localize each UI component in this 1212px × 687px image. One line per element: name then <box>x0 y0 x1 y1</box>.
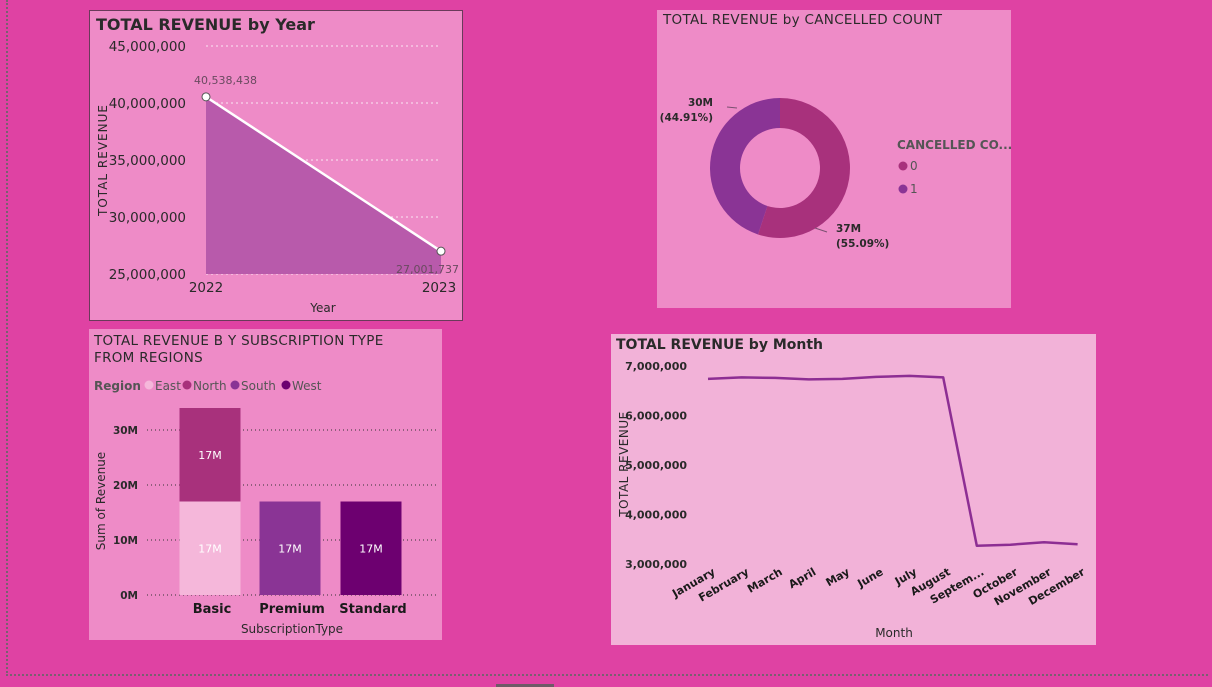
data-point <box>436 246 446 256</box>
page-tab-handle[interactable] <box>496 684 554 687</box>
chart-title: FROM REGIONS <box>94 350 203 366</box>
legend-label: 1 <box>910 182 918 196</box>
report-canvas <box>6 0 1208 676</box>
legend-marker-0 <box>898 161 908 171</box>
bar-data-label: 17M <box>198 449 222 462</box>
data-label: 40,538,438 <box>194 74 257 87</box>
legend-marker-east <box>144 380 154 390</box>
bar-segment-south-premium <box>259 501 321 595</box>
series-line <box>707 374 1078 547</box>
slice-pct-label: (55.09%) <box>836 238 889 250</box>
bar-data-label: 17M <box>359 542 383 555</box>
y-tick-label: 30M <box>113 425 138 437</box>
x-axis-label: Month <box>875 626 913 640</box>
chart-title: TOTAL REVENUE by Month <box>616 337 823 353</box>
y-tick-label: 10M <box>113 535 138 547</box>
legend-label: 0 <box>910 159 918 173</box>
x-tick-label: 2022 <box>189 280 223 296</box>
donut-slice-1 <box>710 98 780 235</box>
revenue-by-month-visual[interactable]: TOTAL REVENUE by Month 3,000,000 4,000,000… <box>611 334 1096 645</box>
legend-marker-north <box>182 380 192 390</box>
slice-value-label: 37M <box>836 223 861 235</box>
legend-marker-1 <box>898 184 908 194</box>
y-tick-label: 7,000,000 <box>625 360 687 373</box>
chart-title: TOTAL REVENUE by Year <box>96 15 315 34</box>
chart-title: TOTAL REVENUE B Y SUBSCRIPTION TYPE <box>93 333 384 349</box>
x-tick-label: June <box>855 565 886 590</box>
revenue-by-subscription-chart: TOTAL REVENUE B Y SUBSCRIPTION TYPEFROM … <box>93 333 437 636</box>
y-tick-label: 6,000,000 <box>625 410 687 423</box>
y-tick-label: 25,000,000 <box>109 267 186 283</box>
revenue-by-cancelled-visual[interactable]: TOTAL REVENUE by CANCELLED COUNT 37M (55.0… <box>657 10 1011 308</box>
bar-segment-west-standard <box>340 501 402 595</box>
y-tick-label: 40,000,000 <box>109 96 186 112</box>
bar-segment-north-basic <box>179 408 241 502</box>
legend-marker-west <box>281 380 291 390</box>
leader-line <box>726 106 738 109</box>
x-tick-label: Standard <box>339 602 406 617</box>
x-tick-label: 2023 <box>422 280 456 296</box>
slice-pct-label: (44.91%) <box>660 112 713 124</box>
revenue-by-year-chart: TOTAL REVENUE by Year 25,000,000 30,000,00… <box>96 15 459 315</box>
y-tick-label: 20M <box>113 480 138 492</box>
x-tick-label: Basic <box>193 602 232 617</box>
y-tick-label: 35,000,000 <box>109 153 186 169</box>
x-tick-label: May <box>824 565 852 589</box>
bar-segment-east-basic <box>179 501 241 595</box>
revenue-by-subscription-visual[interactable]: TOTAL REVENUE B Y SUBSCRIPTION TYPE FROM … <box>89 329 442 640</box>
x-axis-label: Year <box>309 301 335 315</box>
y-axis-label: Sum of Revenue <box>94 452 108 550</box>
x-tick-label: April <box>786 565 818 591</box>
x-tick-label: March <box>745 565 785 595</box>
legend-label: North <box>193 379 227 393</box>
legend-marker-south <box>230 380 240 390</box>
y-axis-label: TOTAL REVENUE <box>96 104 110 217</box>
leader-line <box>814 227 828 233</box>
chart-title: TOTAL REVENUE by CANCELLED COUNT <box>662 12 943 28</box>
y-axis-label: TOTAL REVENUE <box>617 411 631 517</box>
legend-title: Region <box>94 379 141 393</box>
bar-data-label: 17M <box>278 542 302 555</box>
x-axis-label: SubscriptionType <box>241 622 343 636</box>
data-point <box>201 92 211 102</box>
y-tick-label: 45,000,000 <box>109 39 186 55</box>
area-fill <box>206 96 441 274</box>
y-tick-label: 30,000,000 <box>109 210 186 226</box>
revenue-by-year-visual[interactable]: TOTAL REVENUE by Year 25,000,000 30,000,00… <box>89 10 463 321</box>
y-tick-label: 0M <box>120 590 138 602</box>
x-tick-label: Premium <box>259 602 325 617</box>
series-line <box>205 95 442 253</box>
y-tick-label: 3,000,000 <box>625 558 687 571</box>
legend-title: CANCELLED CO... <box>897 138 1011 152</box>
bar-data-label: 17M <box>198 542 222 555</box>
legend-label: South <box>241 379 276 393</box>
donut-slice-0 <box>757 98 850 238</box>
data-label: 27,001,737 <box>396 263 459 276</box>
legend-label: East <box>155 379 181 393</box>
revenue-by-month-chart: TOTAL REVENUE by Month 3,000,000 4,000,000… <box>616 337 1088 640</box>
legend-label: West <box>292 379 322 393</box>
slice-value-label: 30M <box>688 97 713 109</box>
y-tick-label: 5,000,000 <box>625 459 687 472</box>
revenue-by-cancelled-chart: TOTAL REVENUE by CANCELLED COUNT 37M (55.0… <box>660 12 1011 250</box>
y-tick-label: 4,000,000 <box>625 509 687 522</box>
